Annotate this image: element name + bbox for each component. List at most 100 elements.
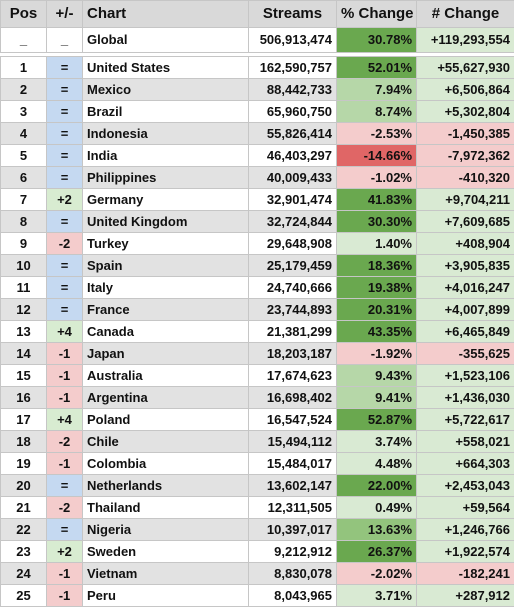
row-chart: Peru [83,585,249,607]
header-streams: Streams [249,1,337,28]
row-pos: 15 [1,365,47,387]
row-pos: 5 [1,145,47,167]
row-pct-change: 4.48% [337,453,417,475]
row-streams: 25,179,459 [249,255,337,277]
row-streams: 16,698,402 [249,387,337,409]
row-pct-change: 18.36% [337,255,417,277]
row-pos: 17 [1,409,47,431]
global-pos: _ [1,28,47,53]
row-move: +4 [47,409,83,431]
row-num-change: +2,453,043 [417,475,514,497]
row-streams: 15,484,017 [249,453,337,475]
row-chart: Vietnam [83,563,249,585]
row-num-change: +558,021 [417,431,514,453]
header-plusminus: +/- [47,1,83,28]
row-chart: Thailand [83,497,249,519]
row-pct-change: -1.92% [337,343,417,365]
global-chart: Global [83,28,249,53]
row-pct-change: 30.30% [337,211,417,233]
row-pos: 8 [1,211,47,233]
row-num-change: +664,303 [417,453,514,475]
row-streams: 16,547,524 [249,409,337,431]
row-move: +2 [47,541,83,563]
row-pct-change: 43.35% [337,321,417,343]
header-chart: Chart [83,1,249,28]
global-pct: 30.78% [337,28,417,53]
global-move: _ [47,28,83,53]
row-chart: United Kingdom [83,211,249,233]
row-chart: Turkey [83,233,249,255]
row-pos: 25 [1,585,47,607]
row-pct-change: 20.31% [337,299,417,321]
row-pct-change: 22.00% [337,475,417,497]
row-chart: Germany [83,189,249,211]
row-pos: 23 [1,541,47,563]
row-chart: Spain [83,255,249,277]
row-move: +4 [47,321,83,343]
row-pct-change: 7.94% [337,79,417,101]
row-chart: Netherlands [83,475,249,497]
row-num-change: -7,972,362 [417,145,514,167]
row-chart: Poland [83,409,249,431]
row-num-change: +1,246,766 [417,519,514,541]
row-chart: Brazil [83,101,249,123]
header-num-change: # Change [417,1,514,28]
row-pos: 7 [1,189,47,211]
row-num-change: -410,320 [417,167,514,189]
row-pct-change: -2.53% [337,123,417,145]
row-chart: Nigeria [83,519,249,541]
row-num-change: +1,922,574 [417,541,514,563]
header-pos: Pos [1,1,47,28]
row-move: -1 [47,453,83,475]
row-move: = [47,255,83,277]
row-streams: 29,648,908 [249,233,337,255]
row-pos: 21 [1,497,47,519]
row-move: -1 [47,585,83,607]
row-chart: Colombia [83,453,249,475]
row-move: -2 [47,431,83,453]
row-chart: United States [83,57,249,79]
row-num-change: +6,506,864 [417,79,514,101]
row-pct-change: 9.41% [337,387,417,409]
row-pct-change: 13.63% [337,519,417,541]
row-streams: 40,009,433 [249,167,337,189]
row-pct-change: 19.38% [337,277,417,299]
row-num-change: +55,627,930 [417,57,514,79]
row-streams: 46,403,297 [249,145,337,167]
row-streams: 12,311,505 [249,497,337,519]
row-pct-change: -14.66% [337,145,417,167]
row-pos: 3 [1,101,47,123]
row-move: = [47,519,83,541]
row-chart: Chile [83,431,249,453]
row-move: -1 [47,365,83,387]
row-pct-change: 1.40% [337,233,417,255]
row-num-change: +408,904 [417,233,514,255]
row-move: -2 [47,497,83,519]
row-pct-change: -2.02% [337,563,417,585]
row-pos: 19 [1,453,47,475]
row-pos: 11 [1,277,47,299]
row-move: -1 [47,387,83,409]
row-streams: 24,740,666 [249,277,337,299]
row-pct-change: 52.01% [337,57,417,79]
row-chart: Japan [83,343,249,365]
row-chart: Sweden [83,541,249,563]
row-streams: 15,494,112 [249,431,337,453]
row-pct-change: 9.43% [337,365,417,387]
row-num-change: +287,912 [417,585,514,607]
row-pct-change: 26.37% [337,541,417,563]
row-pos: 13 [1,321,47,343]
